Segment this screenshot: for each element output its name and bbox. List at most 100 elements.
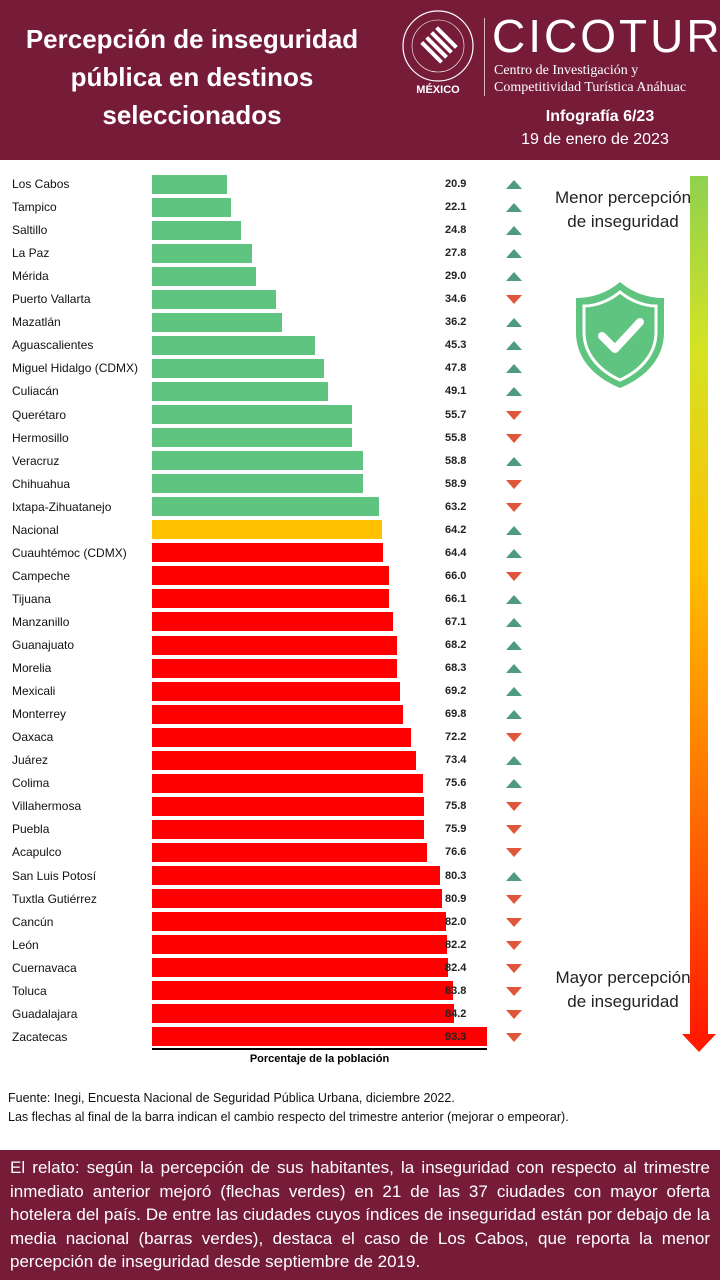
cicotur-logo: CICOTUR — [492, 10, 720, 62]
category-label: Manzanillo — [12, 614, 70, 629]
data-label: 80.9 — [445, 892, 467, 905]
data-label: 24.8 — [445, 224, 467, 237]
bar — [152, 773, 424, 793]
data-label: 67.1 — [445, 615, 467, 628]
bar — [152, 497, 379, 517]
category-label: Mexicali — [12, 684, 56, 699]
arrow-down-icon — [506, 410, 522, 420]
arrow-up-icon — [506, 226, 522, 236]
category-label: Tijuana — [12, 591, 51, 606]
bar — [152, 381, 329, 401]
bar — [152, 727, 412, 747]
bar — [152, 658, 398, 678]
category-label: Tuxtla Gutiérrez — [12, 891, 97, 906]
bar — [152, 266, 257, 286]
data-label: 64.2 — [445, 523, 467, 536]
data-label: 69.8 — [445, 708, 467, 721]
bar — [152, 635, 397, 655]
arrow-down-icon — [506, 963, 522, 973]
data-label: 82.0 — [445, 915, 467, 928]
category-label: Hermosillo — [12, 430, 69, 445]
bar — [152, 842, 427, 862]
data-label: 20.9 — [445, 178, 467, 190]
arrow-up-icon — [506, 203, 522, 213]
anahuac-seal-logo — [402, 10, 474, 82]
category-label: Cancún — [12, 914, 54, 929]
publication-date: 19 de enero de 2023 — [521, 131, 669, 148]
arrow-down-icon — [506, 295, 522, 305]
legend-low-label: Menor percepción de inseguridad — [554, 188, 692, 231]
bar — [152, 566, 389, 586]
arrow-down-icon — [506, 1009, 522, 1019]
data-label: 75.8 — [445, 800, 467, 813]
arrow-up-icon — [506, 664, 522, 674]
data-label: 75.6 — [445, 777, 467, 790]
data-label: 34.6 — [445, 293, 467, 306]
legend-high-label: Mayor percepción de inseguridad — [555, 968, 691, 1011]
category-label: Juárez — [12, 753, 49, 768]
category-label: Toluca — [12, 983, 47, 998]
category-label: Los Cabos — [12, 177, 70, 191]
bar — [152, 1004, 455, 1024]
infographic-number: Infografía 6/23 — [545, 108, 655, 125]
data-label: 49.1 — [445, 385, 467, 398]
x-axis-label: Porcentaje de la población — [249, 1053, 390, 1065]
arrow-up-icon — [506, 641, 522, 650]
arrow-up-icon — [506, 525, 522, 535]
arrow-up-icon — [506, 272, 522, 282]
category-label: Monterrey — [12, 707, 67, 722]
category-label: Morelia — [12, 661, 52, 676]
bar — [152, 451, 364, 471]
data-label: 69.2 — [445, 685, 467, 698]
category-label: Saltillo — [12, 223, 48, 238]
data-label: 45.3 — [445, 339, 467, 352]
bar — [152, 612, 393, 632]
x-axis-line — [152, 1048, 487, 1050]
data-label: 68.3 — [445, 662, 467, 675]
arrow-up-icon — [506, 594, 522, 604]
arrow-up-icon — [506, 318, 522, 328]
arrow-up-icon — [506, 249, 522, 259]
arrow-down-icon — [506, 571, 522, 581]
category-label: Mazatlán — [12, 315, 61, 330]
bar — [152, 335, 315, 355]
bar — [152, 220, 242, 240]
data-label: 55.7 — [445, 408, 467, 421]
arrow-up-icon — [506, 779, 522, 789]
header: Percepción de inseguridad pública en des… — [0, 0, 720, 160]
category-label: Acapulco — [12, 845, 62, 860]
bar — [152, 819, 425, 839]
data-label: 75.9 — [445, 823, 467, 836]
data-label: 72.2 — [445, 731, 467, 744]
bar — [152, 474, 364, 494]
bar — [152, 866, 441, 885]
bar — [152, 912, 447, 932]
bar — [152, 405, 352, 424]
arrow-down-icon — [506, 986, 522, 996]
arrow-down-icon — [506, 848, 522, 858]
arrow-down-icon — [506, 825, 522, 835]
bar — [152, 889, 443, 909]
bar — [152, 243, 252, 263]
data-label: 47.8 — [445, 362, 467, 375]
bar — [152, 289, 277, 309]
logo-divider — [484, 18, 485, 96]
arrow-up-icon — [506, 180, 522, 189]
arrow-down-icon — [506, 940, 522, 950]
data-label: 84.2 — [445, 1007, 467, 1020]
bar — [152, 312, 282, 332]
arrow-up-icon — [506, 364, 522, 374]
bar — [152, 796, 425, 816]
data-label: 73.4 — [445, 754, 467, 767]
category-label: Oaxaca — [12, 730, 54, 745]
source-line: Fuente: Inegi, Encuesta Nacional de Segu… — [8, 1091, 455, 1105]
arrow-down-icon — [506, 502, 522, 512]
scale-arrow-head — [682, 1034, 716, 1052]
bar — [152, 1027, 487, 1047]
category-label: Ixtapa-Zihuatanejo — [12, 499, 112, 514]
arrow-down-icon — [506, 433, 522, 443]
data-label: 76.6 — [445, 846, 467, 859]
bar — [152, 589, 390, 609]
arrow-down-icon — [506, 1032, 522, 1042]
category-label: San Luis Potosí — [12, 868, 97, 883]
